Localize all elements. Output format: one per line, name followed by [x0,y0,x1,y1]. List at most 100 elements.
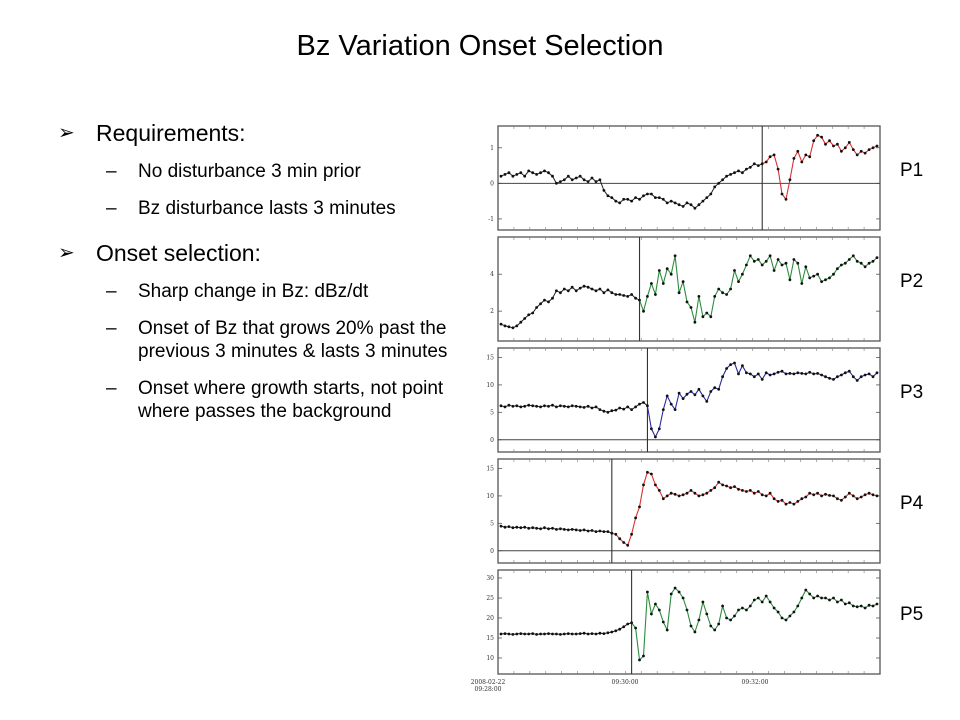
data-point [507,632,511,636]
data-point [598,287,602,291]
list-item-text: Onset of Bz that grows 20% past the prev… [138,318,448,362]
data-point [840,373,843,377]
data-point [820,135,823,139]
data-point [677,391,681,395]
data-point [582,284,586,288]
data-point [594,180,598,183]
data-point [748,165,752,169]
data-point [634,626,637,630]
data-point [816,594,819,598]
data-point [725,616,728,620]
data-point [626,405,630,409]
data-point [626,197,630,201]
data-point [760,162,764,166]
data-point [772,372,776,376]
data-point [800,282,804,285]
data-point [697,387,701,391]
data-point [515,324,519,328]
data-point [551,296,554,300]
data-point [499,322,503,326]
data-point [646,295,649,298]
data-point [784,502,788,506]
data-point [602,530,606,533]
data-point [594,405,598,409]
data-point [665,201,669,205]
x-tick-label: 09:30:00 [612,679,639,686]
data-point [574,176,578,180]
data-point [808,491,812,495]
data-point [808,592,812,596]
data-point [847,491,851,495]
data-point [689,390,693,393]
data-point [875,256,879,259]
data-point [503,525,507,529]
data-point [745,371,748,375]
data-point [756,372,760,376]
data-point [598,178,602,182]
data-point [705,196,709,199]
panel-frame [497,236,881,342]
data-point [551,526,554,530]
data-point [535,306,538,309]
data-point [618,201,622,205]
data-point [796,149,800,153]
data-point [559,180,562,183]
x-start-time: 09:28:00 [475,686,502,693]
data-point [824,278,827,282]
data-point [824,596,827,600]
data-point [602,632,606,635]
data-point [784,261,788,265]
data-point [586,632,590,636]
data-point [847,369,851,373]
data-point [836,600,839,604]
data-point [788,372,792,375]
data-point [709,315,713,319]
data-point [816,491,819,495]
data-point [673,586,677,590]
data-point [855,379,859,382]
data-point [499,404,503,408]
data-point [871,146,875,150]
data-point [713,185,717,189]
data-point [551,174,554,178]
data-point [566,405,570,409]
data-point [776,610,780,614]
data-point [606,194,610,198]
data-point [741,489,744,492]
data-point [812,596,816,600]
data-point [570,528,574,531]
data-point [836,267,839,271]
data-point [511,326,515,330]
data-point [519,632,523,635]
data-point [741,606,744,610]
data-point [697,618,701,622]
data-point [737,280,740,283]
data-point [764,259,768,263]
series-line-post-onset [761,134,878,201]
data-point [638,197,641,201]
list-item: – Sharp change in Bz: dBz/dt [58,280,478,303]
section-heading: Onset selection: [96,240,261,266]
list-item-text: Sharp change in Bz: dBz/dt [138,281,369,302]
panel-frame [497,347,881,453]
data-point [760,378,764,381]
data-point [594,289,598,293]
data-point [566,528,570,532]
data-point [847,258,851,261]
data-point [729,173,732,176]
data-point [693,491,697,495]
data-point [566,289,570,293]
data-point [646,470,649,474]
data-point [646,590,649,594]
panel-label: P1 [900,160,923,181]
data-point [832,272,835,276]
data-point [539,632,542,636]
data-point [800,596,804,600]
data-point [756,596,760,600]
data-point [669,592,673,596]
data-point [756,490,760,493]
data-point [602,189,606,192]
data-point [535,526,538,530]
data-point [630,293,633,296]
data-point [507,325,511,329]
